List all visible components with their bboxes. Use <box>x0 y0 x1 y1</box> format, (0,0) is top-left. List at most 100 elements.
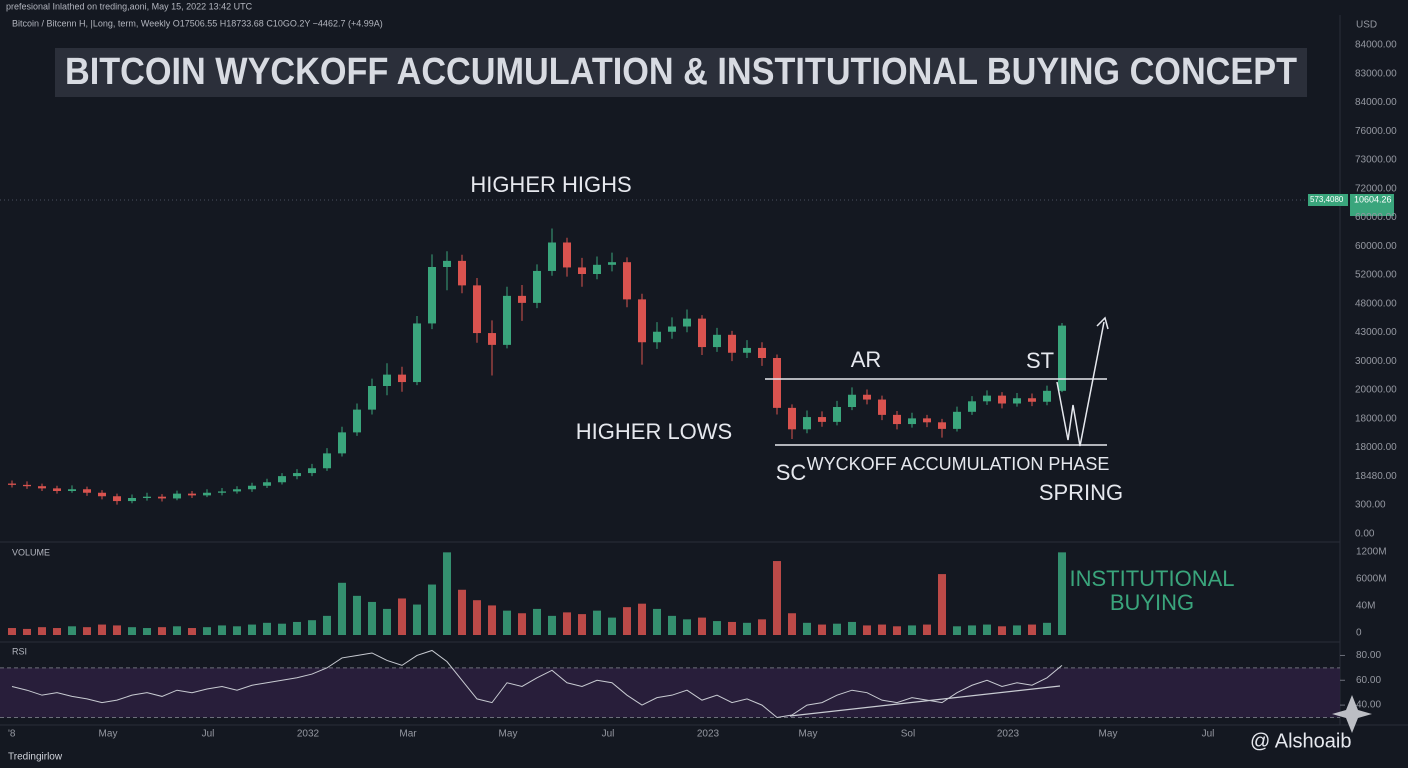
candle-body <box>248 485 256 490</box>
title-box <box>55 48 1307 97</box>
volume-bar <box>788 613 796 635</box>
volume-bar <box>323 615 331 635</box>
volume-bar <box>368 601 376 635</box>
candle-body <box>788 407 796 430</box>
price-axis-label: 60000.00 <box>1355 241 1397 252</box>
volume-bar <box>803 622 811 635</box>
volume-bar <box>203 627 211 635</box>
volume-bar <box>173 626 181 635</box>
volume-bar <box>83 627 91 635</box>
annotation: SPRING <box>1039 480 1123 505</box>
candle-body <box>743 347 751 353</box>
candle-body <box>653 331 661 343</box>
candle-body <box>818 417 826 422</box>
price-axis-label: 83000.00 <box>1355 68 1397 79</box>
candle-body <box>1013 398 1021 404</box>
candle-body <box>623 262 631 300</box>
volume-bar <box>938 574 946 635</box>
chart-title: BITCOIN WYCKOFF ACCUMULATION & INSTITUTI… <box>65 51 1297 93</box>
volume-axis-label: 6000M <box>1356 574 1387 585</box>
volume-bar <box>263 622 271 635</box>
candle-body <box>143 496 151 498</box>
time-axis-label: Sol <box>901 729 915 740</box>
candle-body <box>98 492 106 497</box>
time-axis-label: 2023 <box>997 729 1020 740</box>
candle-body <box>563 242 571 268</box>
candle-body <box>668 326 676 332</box>
volume-bar <box>38 627 46 635</box>
volume-bar <box>818 624 826 635</box>
volume-bar <box>638 603 646 635</box>
volume-bar <box>158 627 166 635</box>
rsi-band <box>0 667 1340 718</box>
rsi-tick-label: 80.00 <box>1356 650 1381 661</box>
volume-bar <box>998 626 1006 635</box>
volume-bar <box>578 614 586 635</box>
time-axis-label: 2023 <box>697 729 720 740</box>
candle-body <box>758 347 766 358</box>
volume-bar <box>278 623 286 635</box>
candle-body <box>218 491 226 493</box>
candle-body <box>863 394 871 400</box>
price-tag-text: 573,4080 <box>1310 195 1344 204</box>
candle-body <box>473 285 481 334</box>
candle-body <box>938 422 946 429</box>
candle-body <box>428 267 436 324</box>
price-axis-label: 18000.00 <box>1355 413 1397 424</box>
volume-bar <box>8 628 16 635</box>
time-axis-label: May <box>799 729 818 740</box>
candle-body <box>413 323 421 383</box>
volume-bar <box>428 584 436 635</box>
volume-bar <box>533 608 541 635</box>
time-axis-label: May <box>99 729 118 740</box>
volume-bar <box>563 612 571 635</box>
candle-body <box>1043 390 1051 402</box>
rsi-tick-label: 60.00 <box>1356 675 1381 686</box>
candle-body <box>293 473 301 477</box>
spring-path <box>1056 321 1105 447</box>
volume-bar <box>773 561 781 635</box>
price-axis-label: 30000.00 <box>1355 356 1397 367</box>
volume-bar <box>353 595 361 635</box>
candle-body <box>983 395 991 402</box>
volume-bar <box>458 589 466 635</box>
time-axis-label: Jul <box>1202 729 1215 740</box>
volume-bar <box>893 626 901 635</box>
candle-body <box>608 262 616 265</box>
candle-body <box>488 333 496 345</box>
candle-body <box>533 270 541 303</box>
candle-body <box>23 484 31 487</box>
rsi-line <box>11 649 1063 719</box>
candle-body <box>998 395 1006 404</box>
volume-bar <box>833 623 841 635</box>
volume-bar <box>293 621 301 635</box>
price-axis-label: 60000.00 <box>1355 212 1397 223</box>
candle-body <box>773 358 781 408</box>
candle-body <box>173 493 181 499</box>
candle-body <box>8 483 16 485</box>
volume-axis-label: 0 <box>1356 628 1362 639</box>
candle-body <box>1058 325 1066 391</box>
volume-bar <box>653 608 661 635</box>
volume-bar <box>218 625 226 635</box>
volume-bar <box>953 626 961 635</box>
price-axis-label: 0.00 <box>1355 528 1375 539</box>
volume-bar <box>68 626 76 635</box>
candle-body <box>713 334 721 348</box>
candle-body <box>893 414 901 425</box>
candle-body <box>908 418 916 425</box>
volume-axis-label: 1200M <box>1356 547 1387 558</box>
candle-body <box>698 318 706 348</box>
candle-body <box>128 498 136 502</box>
candle-body <box>968 401 976 412</box>
candle-body <box>383 374 391 386</box>
rsi-trendline <box>789 685 1061 717</box>
annotation: HIGHER LOWS <box>576 419 732 444</box>
volume-bar <box>188 628 196 635</box>
rsi-tick-label: 40.00 <box>1356 700 1381 711</box>
price-axis-label: 84000.00 <box>1355 97 1397 108</box>
volume-bar <box>863 625 871 635</box>
volume-bar <box>713 621 721 635</box>
